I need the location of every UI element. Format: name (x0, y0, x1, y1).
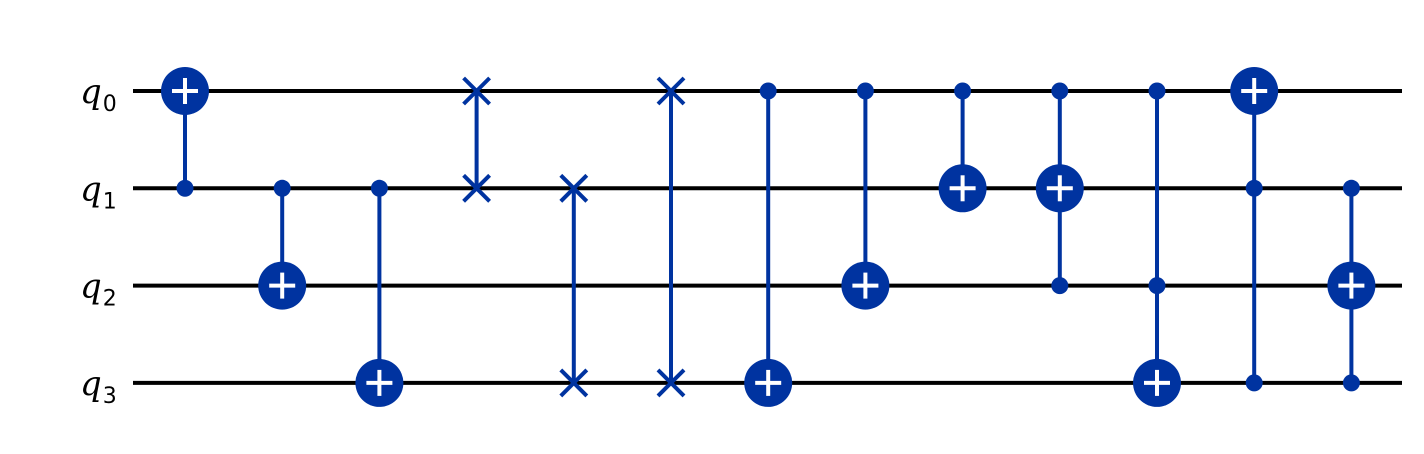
gate-layer (161, 67, 1376, 407)
control-dot (1342, 374, 1360, 392)
cx-gate (161, 67, 209, 197)
cx-gate (841, 82, 890, 310)
qubit-label-2: q2 (80, 267, 117, 312)
control-dot (370, 179, 388, 197)
swap-cross-b (656, 368, 686, 398)
cx-gate (355, 179, 404, 407)
control-dot (1148, 82, 1166, 100)
control-dot (759, 82, 777, 100)
ccx-gate (1327, 179, 1376, 392)
control-dot (1342, 179, 1360, 197)
qubit-label-3: q3 (80, 364, 117, 409)
qubit-labels: q0 q1 q2 q3 (80, 72, 117, 409)
ccx-gate (1035, 82, 1084, 295)
control-dot (1051, 277, 1069, 295)
swap-cross-b (559, 173, 589, 203)
control-dot (1051, 82, 1069, 100)
swap-gate (462, 76, 492, 203)
control-dot (1245, 179, 1263, 197)
swap-gate (559, 173, 589, 398)
swap-cross-b (462, 76, 492, 106)
control-dot (273, 179, 291, 197)
control-dot (1245, 374, 1263, 392)
ccx-gate (1230, 67, 1279, 392)
swap-gate (656, 76, 686, 398)
control-dot (954, 82, 972, 100)
cx-gate (744, 82, 793, 407)
control-dot (176, 179, 194, 197)
control-dot (1148, 277, 1166, 295)
cx-gate (258, 179, 307, 310)
ccx-gate (1133, 82, 1181, 407)
control-dot (856, 82, 874, 100)
swap-cross-b (559, 368, 589, 398)
qubit-label-1: q1 (80, 169, 117, 214)
cx-gate (938, 82, 987, 213)
swap-cross-b (656, 76, 686, 106)
swap-cross-b (462, 173, 492, 203)
qubit-label-0: q0 (80, 72, 117, 117)
